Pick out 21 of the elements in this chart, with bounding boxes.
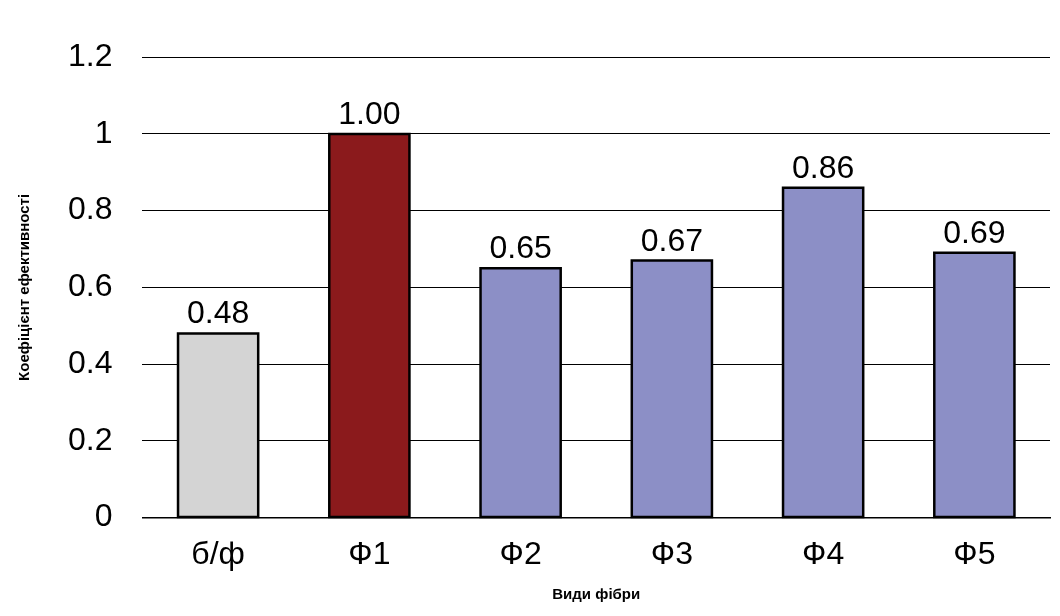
x-tick-label: б/ф — [191, 534, 245, 571]
x-tick-label: Ф3 — [650, 534, 693, 571]
x-axis-title: Види фібри — [552, 585, 641, 603]
y-tick-label: 0.8 — [68, 190, 113, 227]
x-tick-label: Ф4 — [802, 534, 845, 571]
y-tick-label: 0.2 — [68, 420, 113, 457]
data-label: 0.65 — [489, 229, 552, 266]
data-label: 1.00 — [338, 94, 401, 131]
data-label: 0.48 — [186, 294, 250, 331]
x-tick-label: Ф5 — [953, 534, 996, 571]
x-tick-label: Ф2 — [499, 534, 542, 571]
y-tick-label: 1.2 — [68, 37, 113, 74]
y-tick-label: 0.6 — [68, 267, 113, 304]
y-axis-title: Коефіцієнт ефективності — [15, 193, 33, 381]
x-tick-label: Ф1 — [348, 534, 391, 571]
data-label: 0.86 — [791, 148, 855, 185]
data-label: 0.67 — [640, 221, 704, 258]
data-label: 0.69 — [943, 213, 1006, 250]
y-tick-label: 0.4 — [68, 343, 113, 380]
y-tick-label: 0 — [94, 497, 113, 534]
y-tick-label: 1 — [94, 113, 113, 150]
